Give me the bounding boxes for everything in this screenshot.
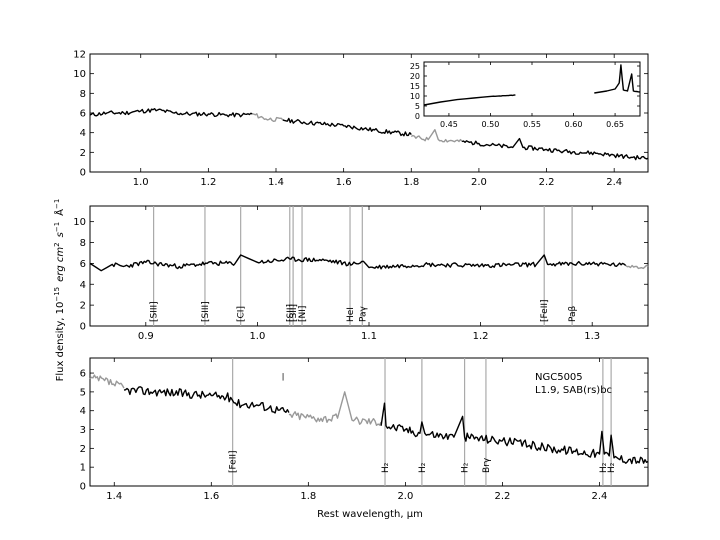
y-tick-label: 2 [80,301,86,312]
x-tick-label: 2.0 [397,491,413,502]
emission-line-label: [SIII] [201,301,211,322]
y-tick-label: 4 [80,128,86,139]
emission-line-label: Paγ [358,305,368,322]
x-tick-label: 0.55 [523,120,541,129]
x-tick-label: 2.2 [494,491,510,502]
y-tick-label: 0 [80,322,86,333]
x-tick-label: 1.2 [473,331,489,342]
spectrum-series [89,254,627,272]
x-tick-label: 1.1 [361,331,377,342]
spectrum-series [380,402,649,465]
y-axis-label: Flux density, 10−15erg cm2s−1Å−1 [53,199,66,382]
object-class: L1.9, SAB(rs)bc [535,385,612,396]
spectrum-series [252,113,284,122]
y-tick-label: 8 [80,89,86,100]
spectrum-series [123,386,290,414]
emission-line-label: [CI] [237,306,247,322]
spectrum-series [89,374,125,389]
emission-line-label: H₂ [418,462,428,473]
panel-top: 1.0 1.2 1.4 1.6 1.8 2.0 2.2 2.4 0 2 4 6 8 10 12 0.45 0.5… [73,50,649,188]
x-tick-label: 2.4 [606,177,622,188]
spectrum-series [282,117,412,137]
x-tick-label: 1.8 [300,491,316,502]
emission-line-label: [SIII] [150,301,160,322]
y-tick-label: 10 [73,217,86,228]
emission-line-label: [FeII] [540,299,550,322]
x-tick-label: 1.8 [403,177,419,188]
x-tick-label: 1.4 [106,491,122,502]
spectrum-series [423,94,516,106]
y-tick-label: 1 [80,463,86,474]
y-tick-label: 20 [410,72,420,81]
spectrum-series [89,108,253,118]
x-tick-label: 2.2 [539,177,555,188]
x-tick-label: 0.9 [138,331,154,342]
x-tick-label: 0.50 [482,120,500,129]
x-tick-label: 1.0 [249,331,265,342]
y-tick-label: 25 [410,62,420,71]
emission-line-label: H₂ [599,462,609,473]
y-tick-label: 3 [80,425,86,436]
y-tick-label: 6 [80,259,86,270]
y-tick-label: 0 [415,112,420,121]
x-tick-label: 1.2 [200,177,216,188]
spectrum-series [594,64,641,94]
y-tick-label: 4 [80,406,86,417]
x-tick-label: 0.45 [440,120,458,129]
x-tick-label: 1.6 [203,491,219,502]
x-tick-label: 1.6 [336,177,352,188]
y-tick-label: 0 [80,168,86,179]
spectrum-series [410,129,463,143]
x-tick-label: 2.0 [471,177,487,188]
emission-line-label: Paβ [568,305,578,322]
y-tick-label: 6 [80,369,86,380]
y-tick-label: 2 [80,444,86,455]
x-tick-label: 0.60 [565,120,583,129]
x-tick-label: 1.4 [268,177,284,188]
y-tick-label: 10 [73,69,86,80]
x-tick-label: 0.65 [606,120,624,129]
spectrum-series [625,264,649,270]
y-tick-label: 5 [80,387,86,398]
emission-line-label: [FeII] [229,450,239,473]
y-tick-label: 5 [415,102,420,111]
panel-middle: 0.9 1.0 1.1 1.2 1.3 0 2 4 6 8 10 [SIII] [SIII] [CI] [S… [73,205,649,342]
y-tick-label: 12 [73,50,86,61]
panel-frame [89,205,649,327]
y-tick-label: 4 [80,280,86,291]
emission-line-label: [NI] [298,306,308,322]
x-tick-label: 1.3 [584,331,600,342]
emission-line-label: [SII] [286,304,296,322]
emission-line-label: Brγ [482,457,492,473]
x-tick-label: 1.0 [133,177,149,188]
emission-line-label: H₂ [461,462,471,473]
y-tick-label: 15 [410,82,420,91]
spectrum-series [461,137,649,161]
y-tick-label: 8 [80,238,86,249]
emission-line-label: H₂ [607,462,617,473]
inset-frame [423,61,641,117]
y-tick-label: 2 [80,148,86,159]
x-tick-label: 2.4 [592,491,608,502]
emission-line-label: HeI [346,307,356,322]
y-tick-label: 6 [80,109,86,120]
object-name: NGC5005 [535,372,583,383]
x-axis-label: Rest wavelength, μm [317,509,423,520]
emission-line-label: H₂ [381,462,391,473]
panel-frame [89,357,649,487]
y-tick-label: 0 [80,482,86,493]
y-tick-label: 10 [410,92,420,101]
spectrum-series [288,391,382,426]
emission-line-label: [SII] [289,304,299,322]
